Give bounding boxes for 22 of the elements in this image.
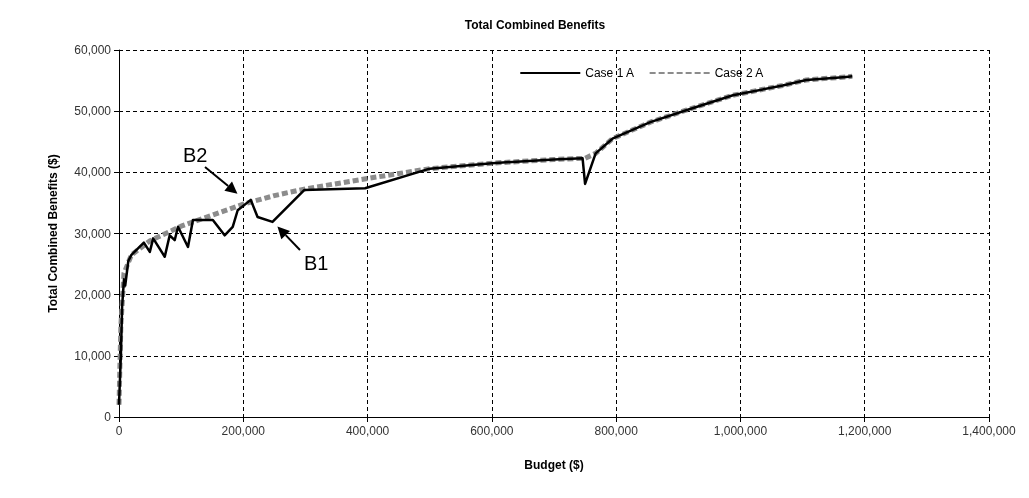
x-axis-title: Budget ($) <box>524 458 584 472</box>
x-tick-label: 600,000 <box>470 424 514 438</box>
y-tick-label: 60,000 <box>74 43 112 57</box>
chart-title: Total Combined Benefits <box>464 18 606 32</box>
y-tick-label: 30,000 <box>74 226 112 241</box>
x-tick-label: 1,000,000 <box>713 424 768 438</box>
annotation: B1 <box>304 252 329 274</box>
annotation: B2 <box>183 144 208 166</box>
x-tick-label: 200,000 <box>221 424 266 438</box>
x-tick-label: 1,200,000 <box>838 424 892 438</box>
legend-label: Case 2 A <box>714 66 764 80</box>
y-axis-title: Total Combined Benefits ($) <box>46 154 60 313</box>
y-tick-label: 50,000 <box>74 104 112 119</box>
y-tick-label: 0 <box>104 410 112 424</box>
y-tick-label: 40,000 <box>74 165 112 180</box>
x-tick-label: 400,000 <box>345 424 390 438</box>
x-tick-label: 1,400,000 <box>962 424 1017 438</box>
x-tick-label: 800,000 <box>594 424 639 438</box>
legend-label: Case 1 A <box>585 66 634 80</box>
y-tick-label: 10,000 <box>74 348 112 363</box>
x-tick-label: 0 <box>115 424 123 438</box>
y-tick-label: 20,000 <box>74 287 112 302</box>
